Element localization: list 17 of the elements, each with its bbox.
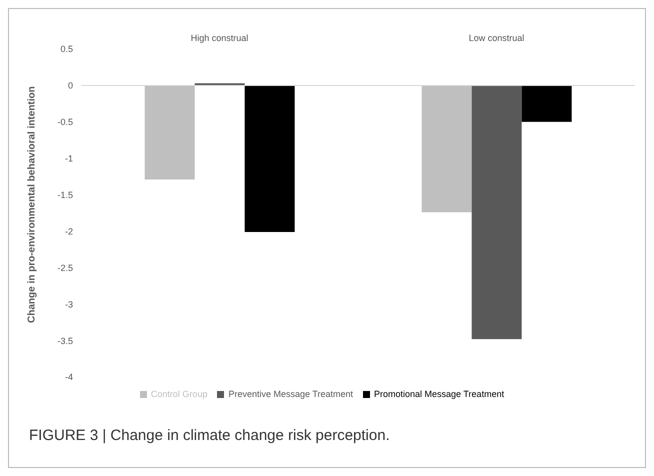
y-tick-label: -3.5 [57,336,73,346]
caption: FIGURE 3 | Change in climate change risk perception. [29,427,390,444]
legend-label: Control Group [150,389,208,399]
y-tick-label: -1.5 [57,190,73,200]
y-tick-label: -1 [64,154,73,164]
x-tick-label: High construal [190,33,248,43]
y-tick-label: 0 [68,80,73,91]
x-tick-label: Low construal [468,33,524,43]
legend-label: Preventive Message Treatment [228,389,354,399]
y-tick-label: -2 [64,226,73,236]
y-tick-label: -2.5 [57,262,73,273]
legend-label: Promotional Message Treatment [374,389,504,399]
y-tick-label: 0.5 [60,44,73,54]
y-tick-label: -4 [64,372,73,382]
y-tick-label: -0.5 [57,117,73,128]
y-axis-title: Change in pro-environmental behavioral intention [26,86,38,323]
y-tick-label: -3 [64,299,73,310]
